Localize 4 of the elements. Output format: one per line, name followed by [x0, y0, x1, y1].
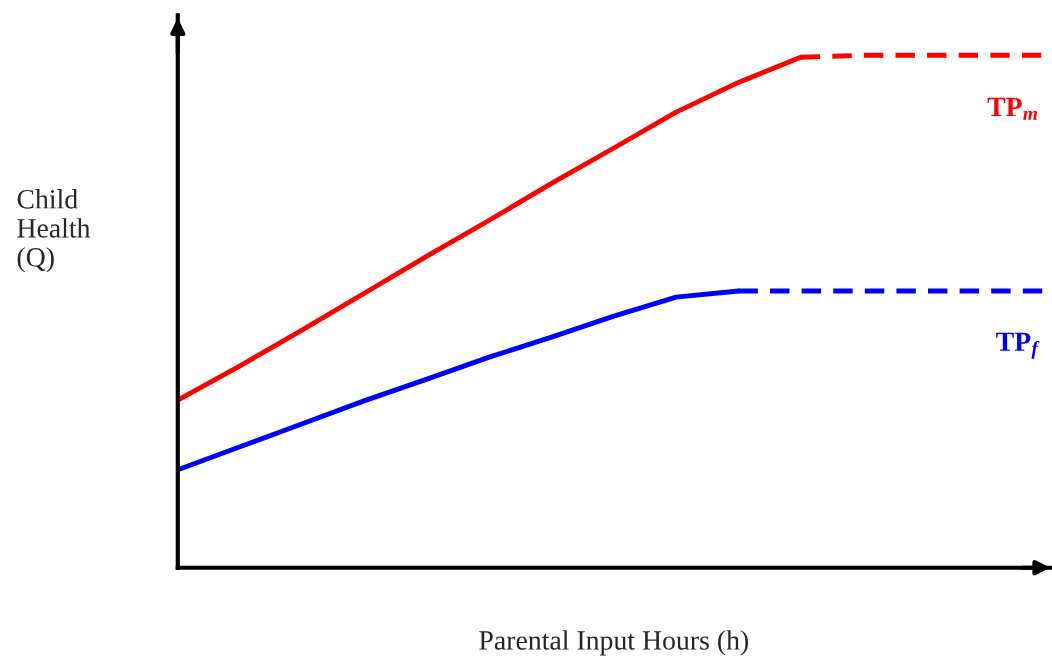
series-label: TP$_{m}$ [987, 97, 1038, 120]
series-label: TP$_{f}$ [996, 332, 1040, 359]
x-axis-title: Parental Input Hours (h) [479, 630, 748, 656]
y-axis-title: Child Health (Q) [17, 189, 91, 273]
